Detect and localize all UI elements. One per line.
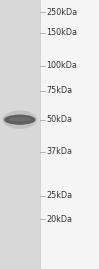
Text: 150kDa: 150kDa xyxy=(47,28,78,37)
Text: 25kDa: 25kDa xyxy=(47,191,73,200)
Text: 100kDa: 100kDa xyxy=(47,61,77,70)
Text: 37kDa: 37kDa xyxy=(47,147,73,157)
Text: 50kDa: 50kDa xyxy=(47,115,73,124)
Ellipse shape xyxy=(9,117,31,121)
Text: 75kDa: 75kDa xyxy=(47,86,73,95)
Text: 250kDa: 250kDa xyxy=(47,8,78,17)
Ellipse shape xyxy=(4,115,36,125)
Text: 20kDa: 20kDa xyxy=(47,215,73,224)
Ellipse shape xyxy=(2,111,37,129)
